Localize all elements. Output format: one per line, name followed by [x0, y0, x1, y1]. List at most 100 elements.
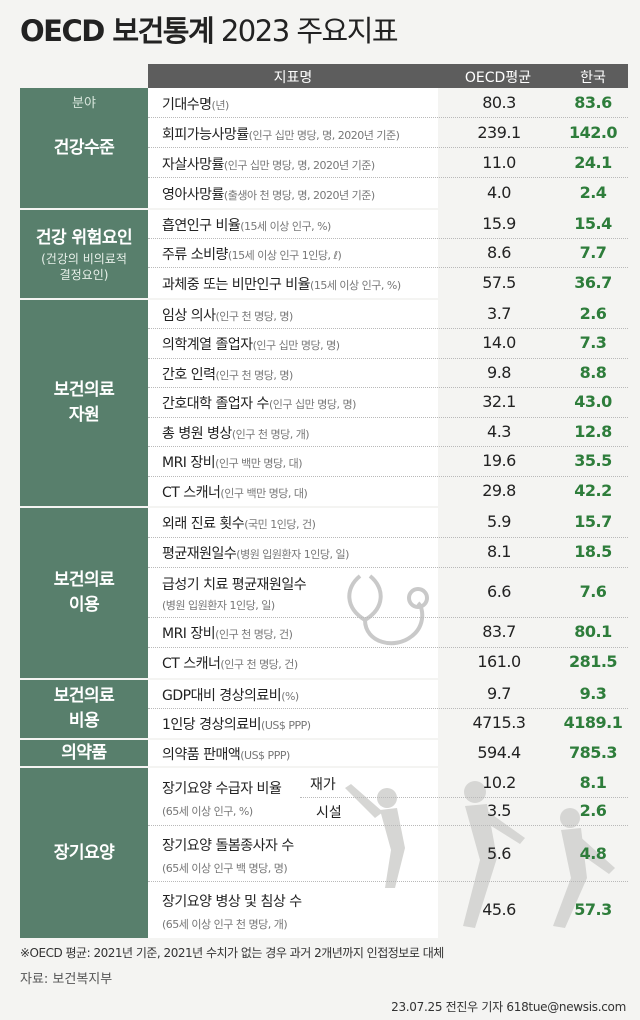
row-note: (출생아 천 명당, 명, 2020년 기준): [223, 189, 375, 202]
table-row: 임상 의사(인구 천 명당, 명) 3.7 2.6: [148, 300, 628, 329]
oecd-value: 15.9: [482, 214, 516, 233]
korea-value: 8.8: [579, 363, 607, 382]
field-label: 분야: [72, 96, 96, 111]
indicator-table: 분야 건강수준 건강 위험요인 (건강의 비의료적 결정요인) 보건의료 자원 …: [20, 88, 628, 938]
row-note: (15세 이상 인구 1인당, ℓ): [227, 249, 342, 262]
category-name: 건강수준: [53, 137, 115, 158]
subtype-home: 재가: [310, 777, 336, 793]
row-note: (인구 천 명당, 명): [215, 369, 293, 382]
table-row: 과체중 또는 비만인구 비율(15세 이상 인구, %) 57.5 36.7: [148, 268, 628, 298]
footnote: ※OECD 평균: 2021년 기준, 2021년 수치가 없는 경우 과거 2…: [20, 946, 444, 960]
row-label: MRI 장비: [162, 626, 216, 642]
category-name: 보건의료 자원: [53, 380, 115, 425]
table-row: 장기요양 수급자 비율 (65세 이상 인구, %) 재가 시설 10.2 8.…: [148, 768, 628, 826]
korea-value: 8.1: [579, 773, 607, 792]
category-expenditure: 보건의료 비용: [20, 680, 148, 738]
table-row: CT 스캐너(인구 천 명당, 건) 161.0 281.5: [148, 648, 628, 678]
korea-value: 15.4: [574, 214, 612, 233]
oecd-value: 32.1: [482, 392, 516, 411]
table-row: GDP대비 경상의료비(%) 9.7 9.3: [148, 680, 628, 709]
oecd-value: 239.1: [477, 123, 521, 142]
category-sub: (건강의 비의료적 결정요인): [41, 251, 127, 282]
korea-value: 7.3: [579, 333, 607, 352]
oecd-value: 3.5: [487, 801, 511, 820]
row-note: (인구 십만 명당, 명, 2020년 기준): [248, 129, 400, 142]
table-row: 의약품 판매액(US$ PPP) 594.4 785.3: [148, 740, 628, 766]
category-name: 보건의료 이용: [53, 570, 115, 615]
oecd-value: 29.8: [482, 481, 516, 500]
table-row: 장기요양 병상 및 침상 수 (65세 이상 인구 천 명당, 개) 45.6 …: [148, 882, 628, 938]
korea-value: 80.1: [574, 622, 612, 641]
row-note: (%): [281, 690, 299, 703]
row-note: (인구 백만 명당, 대): [215, 457, 303, 470]
korea-value: 35.5: [574, 451, 612, 470]
oecd-value: 83.7: [482, 622, 516, 641]
oecd-value: 14.0: [482, 333, 516, 352]
korea-value: 24.1: [574, 153, 612, 172]
table-row: 평균재원일수(병원 입원환자 1인당, 일) 8.1 18.5: [148, 538, 628, 568]
oecd-value: 4.3: [487, 422, 511, 441]
row-label: 의약품 판매액: [162, 747, 241, 763]
oecd-value: 161.0: [477, 652, 521, 671]
oecd-value: 594.4: [477, 743, 521, 762]
korea-value: 7.7: [579, 243, 607, 262]
table-row: MRI 장비(인구 천 명당, 건) 83.7 80.1: [148, 618, 628, 648]
oecd-value: 6.6: [487, 582, 511, 601]
row-label: 평균재원일수: [162, 546, 237, 562]
category-name: 장기요양: [53, 842, 115, 863]
row-note: (년): [211, 99, 230, 112]
header-indicator: 지표명: [273, 70, 313, 86]
row-sub: (65세 이상 인구, %): [162, 805, 253, 818]
row-label: 임상 의사: [162, 308, 216, 324]
korea-value: 281.5: [568, 652, 618, 671]
row-sub: (병원 입원환자 1인당, 일): [162, 599, 275, 612]
table-row: 기대수명(년) 80.3 83.6: [148, 88, 628, 118]
korea-value: 57.3: [574, 900, 612, 919]
row-label: 장기요양 수급자 비율: [162, 781, 282, 797]
category-health-status: 분야 건강수준: [20, 88, 148, 208]
korea-value: 7.6: [579, 582, 607, 601]
category-name: 의약품: [61, 742, 107, 763]
table-row: 흡연인구 비율(15세 이상 인구, %) 15.9 15.4: [148, 210, 628, 239]
korea-value: 4.8: [579, 844, 607, 863]
row-note: (US$ PPP): [240, 749, 290, 762]
table-header: 지표명 OECD평균 한국: [148, 64, 628, 88]
korea-value: 9.3: [579, 684, 607, 703]
table-row: 회피가능사망률(인구 십만 명당, 명, 2020년 기준) 239.1 142…: [148, 118, 628, 148]
row-label: 총 병원 병상: [162, 426, 232, 442]
table-row: 주류 소비량(15세 이상 인구 1인당, ℓ) 8.6 7.7: [148, 239, 628, 268]
row-label: 영아사망률: [162, 187, 224, 203]
table-row: 자살사망률(인구 십만 명당, 명, 2020년 기준) 11.0 24.1: [148, 148, 628, 178]
table-row: 영아사망률(출생아 천 명당, 명, 2020년 기준) 4.0 2.4: [148, 178, 628, 208]
oecd-value: 19.6: [482, 451, 516, 470]
row-label: 급성기 치료 평균재원일수: [162, 577, 307, 593]
korea-value: 2.6: [579, 304, 607, 323]
oecd-value: 45.6: [482, 900, 516, 919]
header-oecd: OECD평균: [464, 70, 532, 86]
table-row: 간호 인력(인구 천 명당, 명) 9.8 8.8: [148, 359, 628, 388]
oecd-value: 57.5: [482, 273, 516, 292]
row-label: 기대수명: [162, 97, 212, 113]
row-note: (병원 입원환자 1인당, 일): [236, 548, 349, 561]
header-korea: 한국: [580, 70, 606, 86]
korea-value: 2.6: [579, 801, 607, 820]
row-note: (인구 천 명당, 건): [220, 658, 298, 671]
oecd-value: 8.6: [487, 243, 511, 262]
korea-value: 2.4: [579, 183, 607, 202]
category-name: 보건의료 비용: [53, 686, 115, 731]
row-label: 의학계열 졸업자: [162, 337, 253, 353]
row-label: 1인당 경상의료비: [162, 717, 262, 733]
category-resources: 보건의료 자원: [20, 300, 148, 506]
oecd-value: 5.6: [487, 844, 511, 863]
row-sub: (65세 이상 인구 백 명당, 명): [162, 862, 288, 875]
table-row: 총 병원 병상(인구 천 명당, 개) 4.3 12.8: [148, 418, 628, 447]
category-health-risk: 건강 위험요인 (건강의 비의료적 결정요인): [20, 210, 148, 298]
source: 자료: 보건복지부: [20, 972, 113, 987]
title-main: OECD 보건통계: [20, 14, 215, 48]
row-label: 장기요양 병상 및 침상 수: [162, 894, 302, 910]
row-label: MRI 장비: [162, 455, 216, 471]
row-note: (15세 이상 인구, %): [310, 279, 401, 292]
oecd-value: 4715.3: [472, 713, 526, 732]
oecd-value: 8.1: [487, 542, 511, 561]
row-note: (인구 십만 명당, 명): [268, 398, 356, 411]
